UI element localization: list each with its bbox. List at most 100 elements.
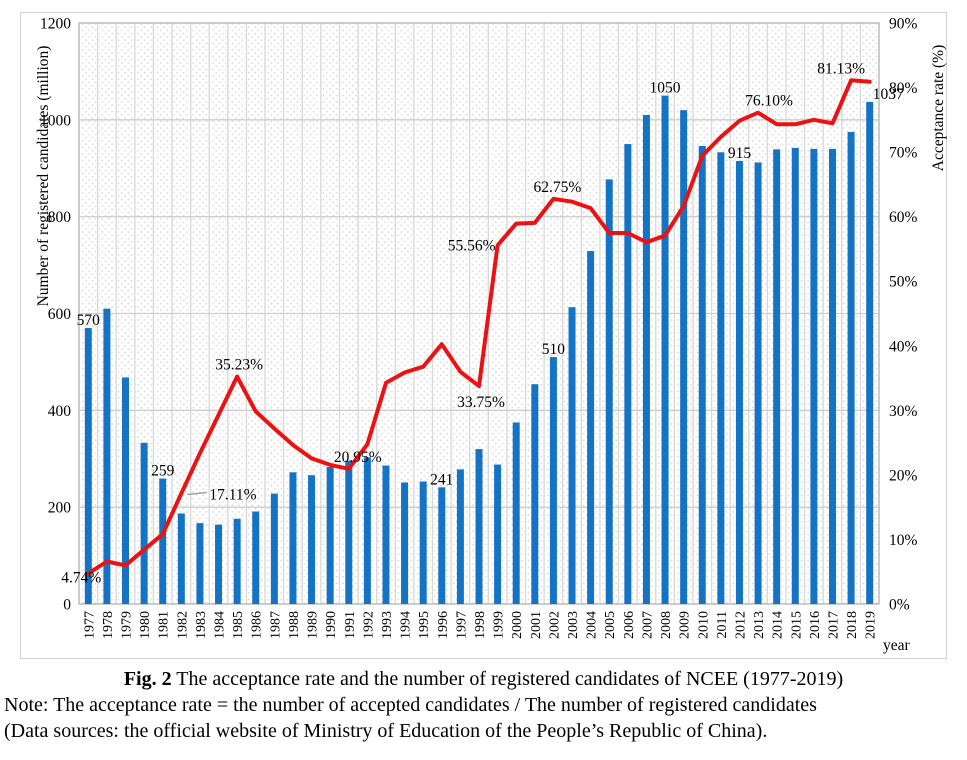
x-axis-label-2017: 2017 bbox=[826, 611, 841, 639]
left-axis-tick-label: 400 bbox=[48, 403, 72, 420]
caption-note-line: Note: The acceptance rate = the number o… bbox=[4, 694, 817, 716]
acceptance-rate-line bbox=[86, 78, 872, 576]
x-axis-label-1991: 1991 bbox=[343, 611, 358, 639]
right-axis-tick-label: 90% bbox=[889, 16, 918, 33]
rate-label-1977: 4.74% bbox=[61, 569, 101, 586]
ncee-chart-svg: 0 200 400 600 800 1000 1200 0% 10% 20% 30% 40% 50% 60… bbox=[35, 16, 947, 655]
left-axis-tick-label: 1200 bbox=[40, 16, 71, 33]
left-axis-tick-label: 200 bbox=[48, 500, 72, 517]
bar-2010 bbox=[698, 145, 706, 604]
right-axis-tick-label: 80% bbox=[889, 80, 918, 97]
x-axis-label-2018: 2018 bbox=[845, 611, 860, 639]
bar-2016 bbox=[810, 148, 818, 604]
rate-label-1991: 20.95% bbox=[334, 449, 382, 466]
x-axis-label-2005: 2005 bbox=[603, 611, 618, 639]
rate-label-1999: 55.56% bbox=[448, 237, 496, 254]
x-axis-label-1990: 1990 bbox=[324, 611, 339, 639]
registered-candidates-bars bbox=[84, 95, 874, 605]
caption-source-line: (Data sources: the official website of M… bbox=[4, 720, 768, 742]
x-axis-label-2003: 2003 bbox=[566, 611, 581, 639]
bar-2000 bbox=[512, 422, 520, 604]
x-axis-label-2007: 2007 bbox=[640, 611, 655, 639]
right-axis-tick-label: 50% bbox=[889, 274, 918, 291]
x-axis-label-2015: 2015 bbox=[789, 611, 804, 639]
x-axis-label-1982: 1982 bbox=[175, 611, 190, 639]
bar-1991 bbox=[345, 460, 353, 604]
x-axis-label-2006: 2006 bbox=[622, 611, 637, 639]
bar-2015 bbox=[791, 147, 799, 605]
right-axis-tick-label: 70% bbox=[889, 145, 918, 162]
x-axis-label-2019: 2019 bbox=[864, 611, 879, 639]
x-axis-label-1979: 1979 bbox=[120, 611, 135, 639]
x-axis-label-1998: 1998 bbox=[473, 611, 488, 639]
right-axis-tick-label: 10% bbox=[889, 532, 918, 549]
bar-2012 bbox=[735, 160, 743, 605]
bar-1994 bbox=[401, 482, 409, 604]
x-axis-labels: 1977 1978 1979 1980 1981 1982 1983 1984 1985 1986… bbox=[82, 611, 878, 639]
leader-line bbox=[187, 491, 207, 496]
x-axis-label-1997: 1997 bbox=[454, 611, 469, 639]
rate-label-2013: 76.10% bbox=[745, 93, 793, 110]
rate-label-2018: 81.13% bbox=[817, 60, 865, 77]
bar-1995 bbox=[419, 481, 427, 604]
caption-title-line: Fig. 2 The acceptance rate and the numbe… bbox=[0, 666, 967, 692]
bar-2014 bbox=[773, 149, 781, 604]
x-axis-label-2011: 2011 bbox=[715, 611, 730, 638]
bar-label-2002: 510 bbox=[542, 341, 566, 358]
right-axis-tick-label: 40% bbox=[889, 338, 918, 355]
bar-2007 bbox=[642, 114, 650, 604]
x-axis-label-2009: 2009 bbox=[678, 611, 693, 639]
x-axis-label-2014: 2014 bbox=[771, 611, 786, 639]
x-axis-label-1993: 1993 bbox=[380, 611, 395, 639]
x-axis-label-1986: 1986 bbox=[250, 611, 265, 639]
right-axis-tick-label: 30% bbox=[889, 403, 918, 420]
x-axis-label-2002: 2002 bbox=[547, 611, 562, 639]
bar-1977 bbox=[84, 328, 92, 604]
bar-2013 bbox=[754, 162, 762, 604]
bar-1993 bbox=[382, 465, 390, 604]
x-axis-label-2000: 2000 bbox=[510, 611, 525, 639]
bar-data-labels: 570 259 241 510 1050 915 1037 bbox=[77, 80, 904, 489]
x-axis-label-1999: 1999 bbox=[492, 611, 507, 639]
x-axis-label-2008: 2008 bbox=[659, 611, 674, 639]
bar-1992 bbox=[363, 457, 371, 604]
bar-2001 bbox=[531, 384, 539, 604]
left-axis-tick-label: 1000 bbox=[40, 112, 71, 129]
rate-label-1982: 17.11% bbox=[209, 487, 256, 504]
rate-label-1998: 33.75% bbox=[457, 394, 505, 411]
bar-1997 bbox=[456, 469, 464, 604]
x-axis-label-1977: 1977 bbox=[82, 611, 97, 639]
figure-caption: Fig. 2 The acceptance rate and the numbe… bbox=[0, 666, 967, 744]
x-axis-label-1978: 1978 bbox=[101, 611, 116, 639]
x-axis-label-2010: 2010 bbox=[696, 611, 711, 639]
bar-1981 bbox=[159, 478, 167, 604]
bar-1998 bbox=[475, 449, 483, 604]
bar-1988 bbox=[289, 472, 297, 604]
bar-1996 bbox=[438, 487, 446, 604]
bar-2004 bbox=[587, 251, 595, 605]
x-axis-label-2012: 2012 bbox=[733, 611, 748, 639]
rate-data-labels: 4.74% 17.11% 35.23% 20.95% 33.75% 55.56% 62.75… bbox=[61, 60, 865, 586]
left-axis-title: Number of registered candidates (million… bbox=[35, 46, 52, 307]
rate-label-2002: 62.75% bbox=[534, 179, 582, 196]
bar-1982 bbox=[177, 513, 185, 604]
x-axis-label-2004: 2004 bbox=[585, 611, 600, 639]
x-axis-label-1984: 1984 bbox=[213, 611, 228, 639]
bar-2017 bbox=[828, 148, 836, 604]
bar-1989 bbox=[308, 475, 316, 604]
x-axis-label-1980: 1980 bbox=[138, 611, 153, 639]
x-axis-label-1989: 1989 bbox=[306, 611, 321, 639]
bar-2006 bbox=[624, 144, 632, 604]
bar-1984 bbox=[215, 524, 223, 604]
bar-1978 bbox=[103, 308, 111, 604]
right-axis-tick-label: 0% bbox=[889, 597, 910, 614]
right-axis-tick-label: 20% bbox=[889, 467, 918, 484]
x-axis-label-1983: 1983 bbox=[194, 611, 209, 639]
ncee-chart-figure: 0 200 400 600 800 1000 1200 0% 10% 20% 30% 40% 50% 60… bbox=[20, 12, 947, 659]
x-axis-label-1985: 1985 bbox=[231, 611, 246, 639]
bar-label-1996: 241 bbox=[430, 471, 453, 488]
bar-label-2019: 1037 bbox=[873, 86, 904, 103]
left-axis-tick-label: 600 bbox=[48, 306, 72, 323]
bar-2018 bbox=[847, 131, 855, 604]
rate-label-1985: 35.23% bbox=[215, 357, 263, 374]
